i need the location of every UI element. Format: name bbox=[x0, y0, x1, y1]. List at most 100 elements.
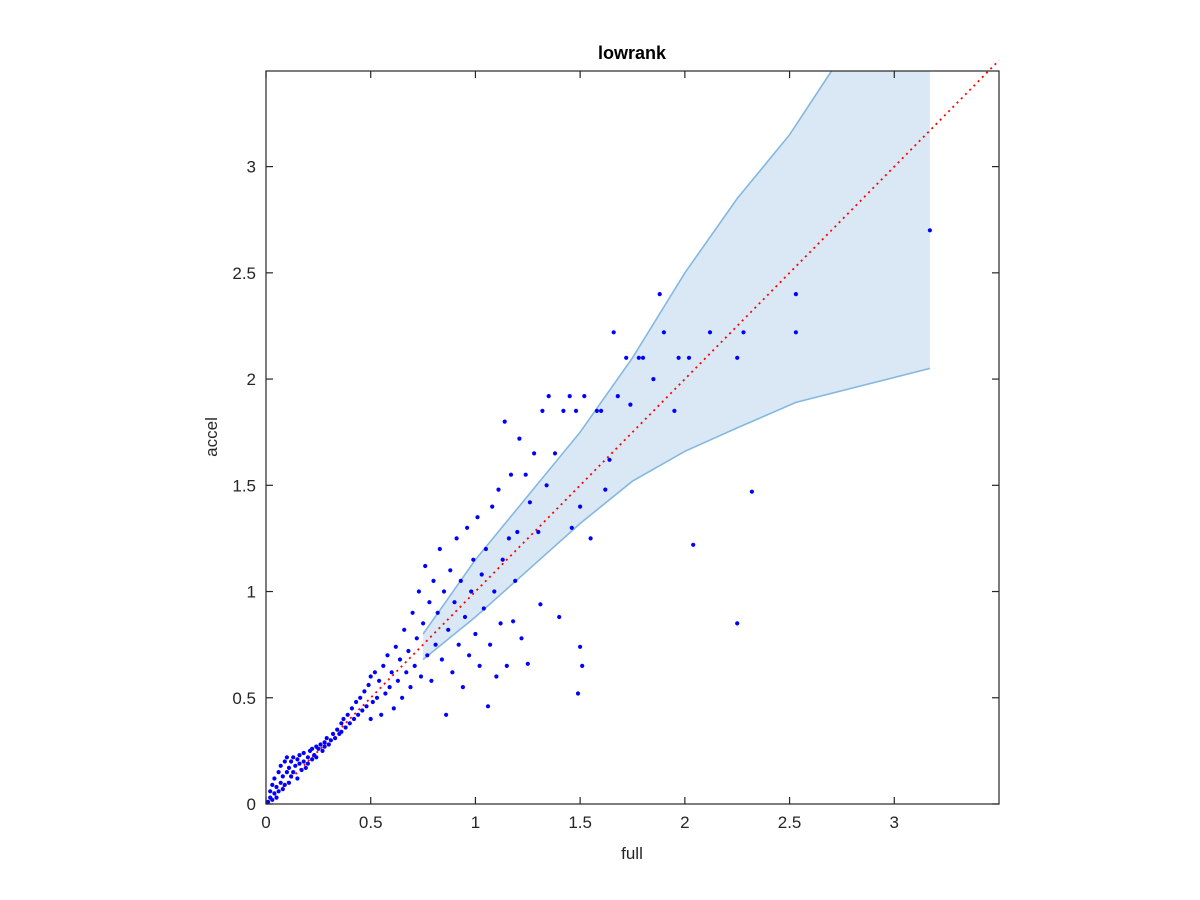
data-point bbox=[270, 782, 275, 788]
data-point bbox=[276, 770, 281, 775]
data-point bbox=[326, 742, 331, 747]
data-point bbox=[525, 661, 530, 666]
x-axis-label: full bbox=[621, 844, 643, 863]
x-tick-label: 1.5 bbox=[568, 813, 592, 832]
data-point bbox=[477, 663, 482, 669]
data-point bbox=[500, 557, 505, 562]
confidence-band-upper-edge bbox=[422, 70, 833, 635]
data-point bbox=[741, 330, 746, 335]
data-point bbox=[611, 330, 616, 335]
data-point bbox=[793, 292, 799, 297]
data-point bbox=[578, 644, 583, 649]
data-point bbox=[561, 408, 566, 413]
data-point bbox=[391, 706, 396, 711]
data-point bbox=[504, 663, 509, 669]
data-point bbox=[385, 653, 390, 658]
data-point bbox=[573, 408, 579, 413]
data-point bbox=[310, 757, 315, 762]
confidence-band-lower-edge bbox=[422, 367, 931, 661]
data-point bbox=[508, 472, 514, 477]
y-tick-label: 0 bbox=[247, 795, 256, 814]
data-point bbox=[374, 695, 380, 700]
plot-area bbox=[265, 59, 1000, 805]
data-point bbox=[389, 670, 394, 675]
data-point bbox=[458, 578, 463, 584]
data-point bbox=[362, 689, 367, 694]
data-point bbox=[429, 678, 434, 683]
data-point bbox=[544, 483, 549, 488]
data-point bbox=[423, 563, 428, 569]
data-point bbox=[404, 670, 409, 675]
data-point bbox=[333, 736, 338, 741]
data-point bbox=[490, 504, 495, 509]
data-point bbox=[707, 330, 713, 335]
y-tick-label: 3 bbox=[247, 158, 256, 177]
data-point bbox=[628, 402, 633, 407]
data-point bbox=[473, 631, 478, 637]
x-tick-label: 2 bbox=[680, 813, 689, 832]
data-point bbox=[485, 704, 491, 709]
data-point bbox=[636, 355, 641, 360]
data-point bbox=[582, 394, 587, 399]
y-tick-label: 1 bbox=[247, 583, 256, 602]
data-point bbox=[416, 589, 421, 594]
data-point bbox=[479, 572, 484, 577]
data-point bbox=[441, 589, 447, 594]
data-point bbox=[469, 589, 474, 594]
y-tick-label: 1.5 bbox=[232, 476, 256, 495]
data-point bbox=[395, 678, 400, 683]
data-point bbox=[354, 699, 359, 705]
data-point bbox=[672, 408, 677, 413]
data-point bbox=[268, 789, 273, 794]
x-tick-label: 2.5 bbox=[778, 813, 802, 832]
data-point bbox=[368, 674, 373, 679]
data-point bbox=[303, 765, 308, 771]
data-point bbox=[335, 727, 340, 732]
data-point bbox=[527, 500, 533, 505]
data-point bbox=[284, 770, 289, 775]
data-point bbox=[640, 355, 646, 360]
data-point bbox=[280, 787, 285, 792]
data-point bbox=[383, 691, 388, 696]
data-point bbox=[578, 504, 583, 509]
data-point bbox=[347, 721, 352, 726]
data-point bbox=[397, 657, 403, 662]
data-point bbox=[450, 670, 455, 675]
data-point bbox=[536, 529, 541, 535]
data-point bbox=[286, 780, 292, 785]
data-point bbox=[494, 674, 499, 679]
data-point bbox=[349, 706, 354, 711]
data-point bbox=[686, 355, 692, 360]
data-point bbox=[569, 525, 574, 530]
data-point bbox=[278, 780, 283, 785]
data-point bbox=[513, 578, 518, 584]
data-point bbox=[452, 600, 457, 605]
data-point bbox=[481, 606, 486, 611]
data-point bbox=[320, 748, 325, 754]
data-point bbox=[414, 636, 419, 641]
data-point bbox=[274, 795, 279, 800]
data-point bbox=[295, 757, 300, 762]
data-point bbox=[927, 228, 933, 233]
data-points bbox=[266, 228, 933, 805]
data-point bbox=[356, 712, 361, 717]
axes-box bbox=[265, 70, 1000, 805]
data-point bbox=[471, 557, 476, 562]
data-point bbox=[266, 799, 271, 805]
data-point bbox=[274, 784, 279, 790]
data-point bbox=[540, 408, 545, 413]
data-point bbox=[793, 330, 799, 335]
data-point bbox=[607, 457, 612, 462]
data-point bbox=[444, 712, 449, 717]
data-point bbox=[339, 729, 344, 734]
data-point bbox=[580, 663, 585, 669]
y-tick-label: 2.5 bbox=[232, 264, 256, 283]
data-point bbox=[297, 761, 302, 766]
y-axis-label: accel bbox=[202, 417, 221, 457]
data-point bbox=[475, 515, 480, 520]
data-point bbox=[691, 542, 696, 547]
data-point bbox=[510, 619, 516, 624]
data-point bbox=[393, 644, 398, 649]
data-point bbox=[330, 731, 336, 737]
